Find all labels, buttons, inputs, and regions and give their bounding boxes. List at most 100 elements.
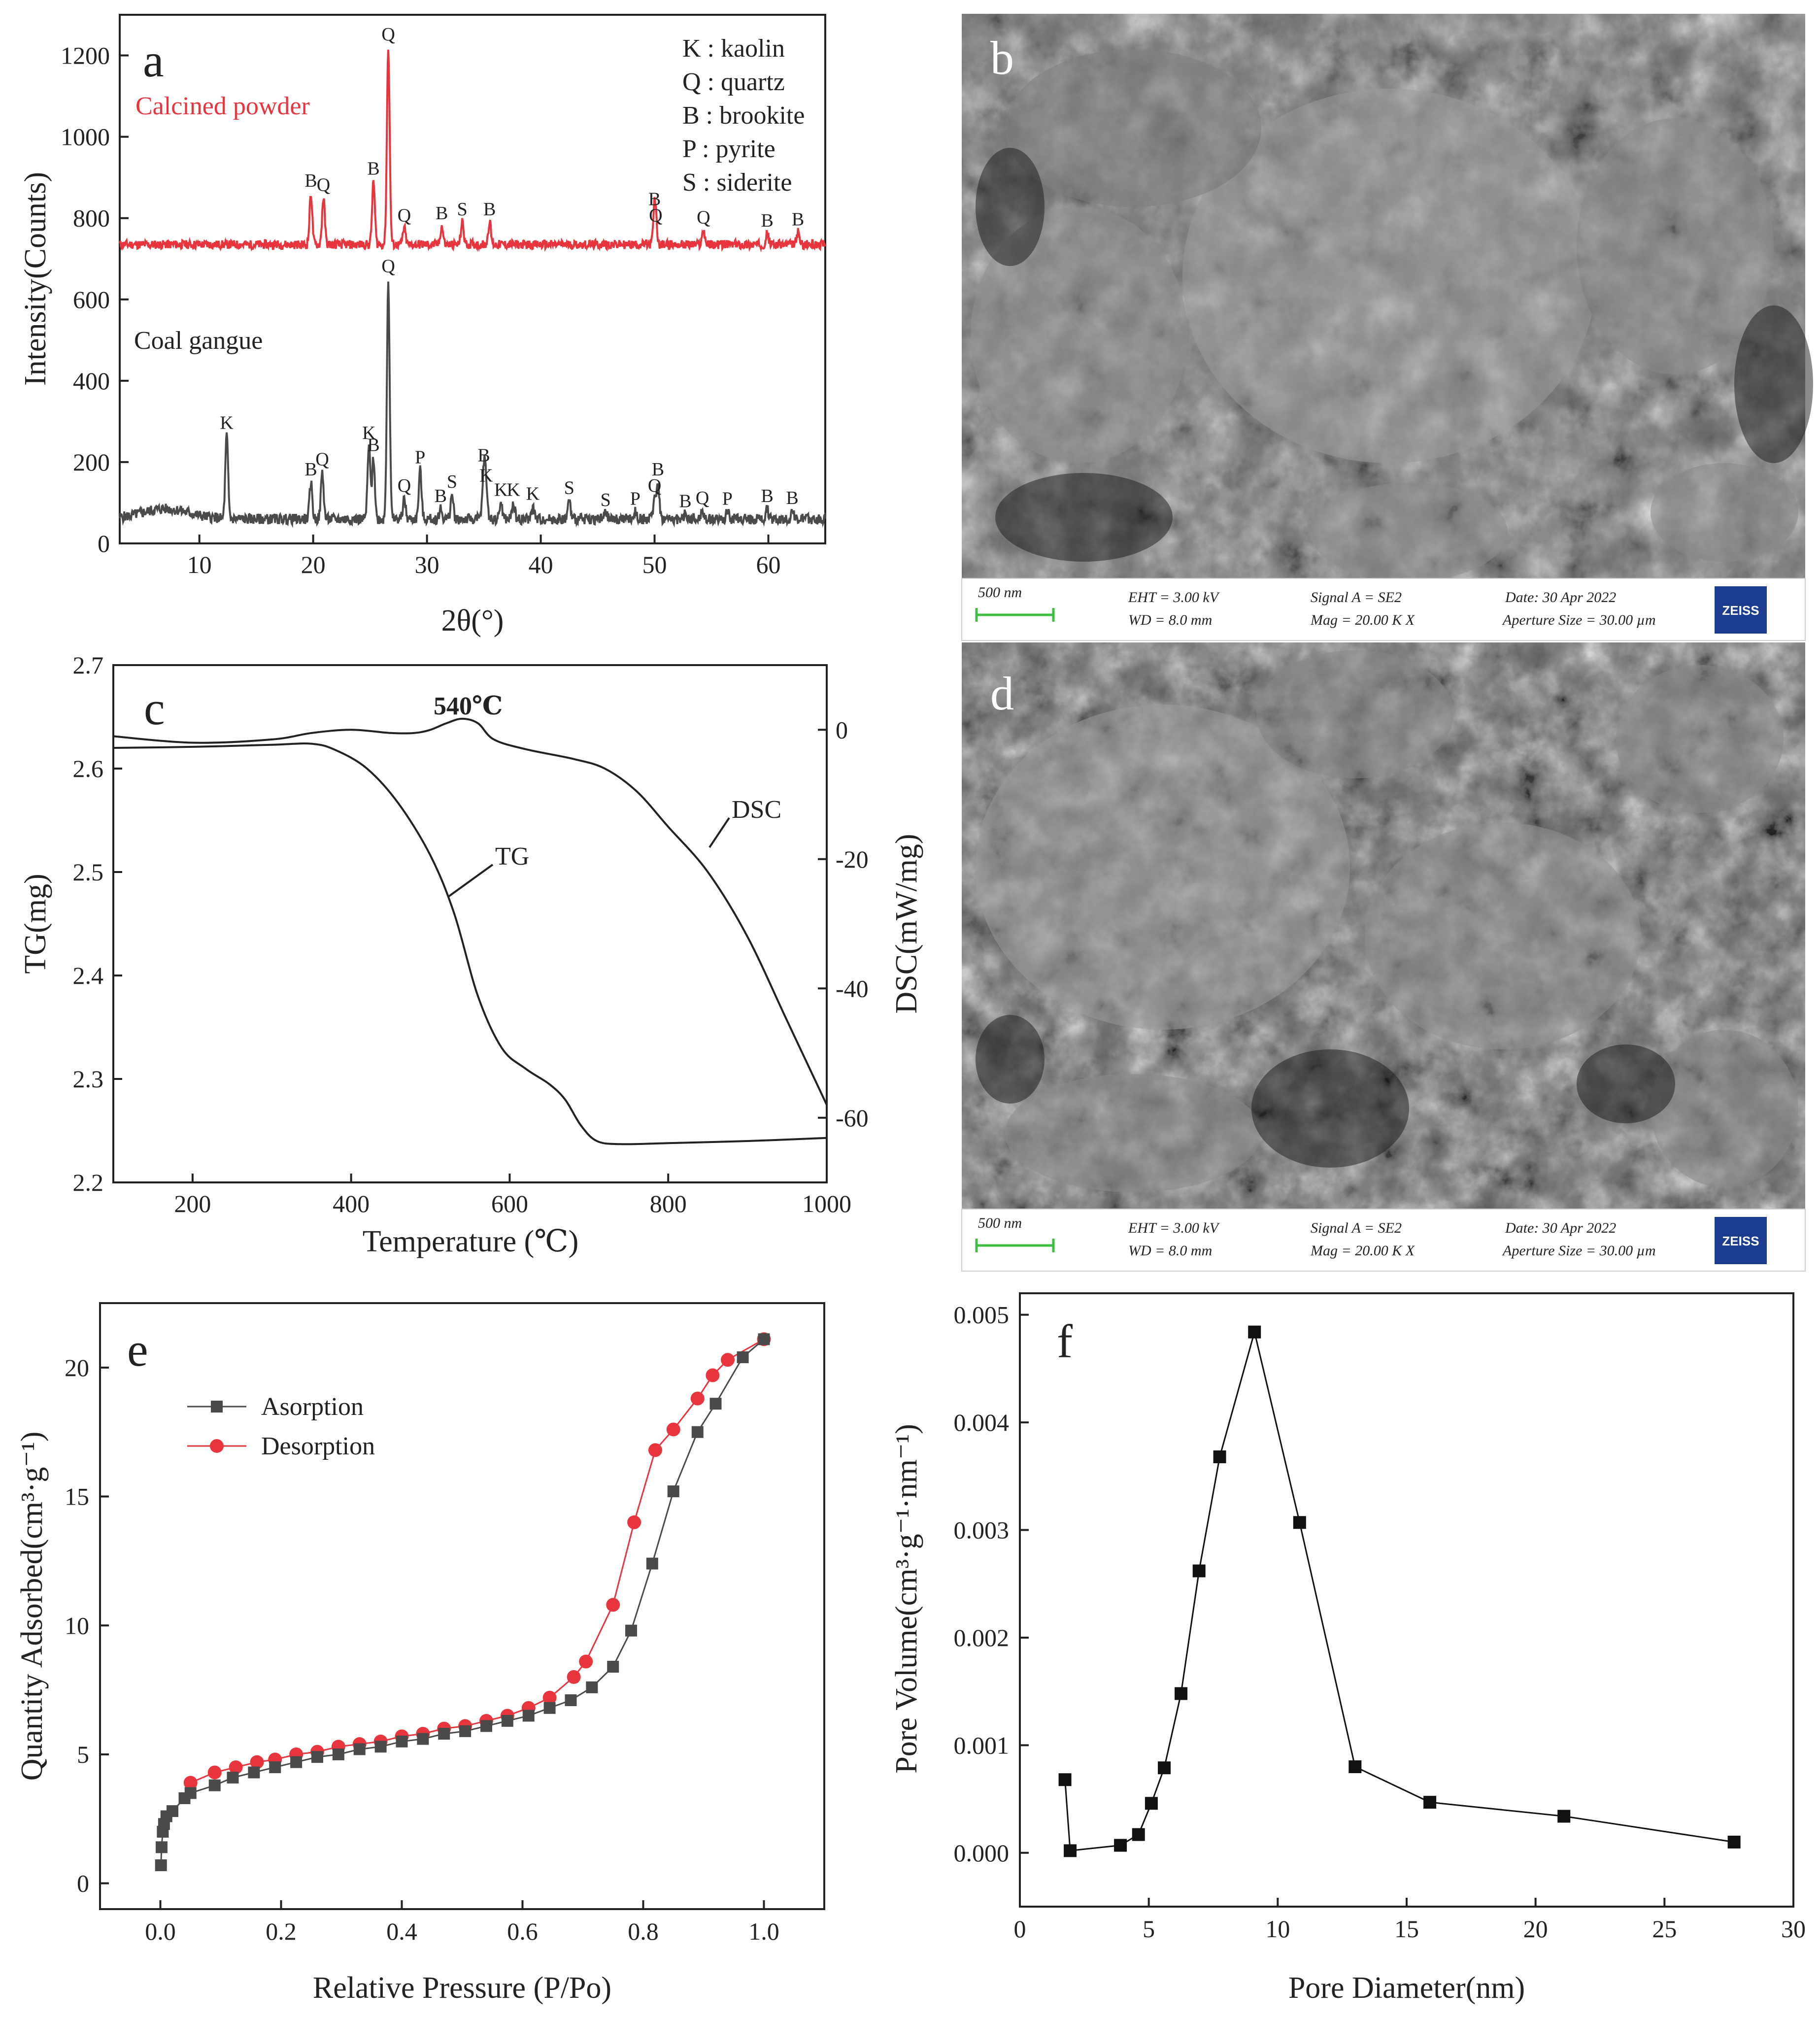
xrd-x-tick-label: 40: [529, 551, 553, 578]
isotherm-legend: Asorption Desorption: [187, 1393, 375, 1460]
pore-volume-point: [1114, 1839, 1127, 1852]
tg-x-tick-label: 800: [650, 1190, 687, 1217]
tg-y-tick-label: 2.6: [73, 755, 104, 782]
desorption-point: [666, 1422, 680, 1437]
isotherm-y-axis-label: Quantity Adsorbed(cm³·g⁻¹): [15, 1432, 49, 1781]
xrd-peak-label: B: [483, 199, 496, 220]
dsc-y-tick-label: -40: [836, 975, 869, 1002]
xrd-peak-label: Q: [697, 207, 710, 228]
sem-b-scale-text: 500 nm: [978, 584, 1022, 601]
sem-b-eht: EHT = 3.00 kV: [1128, 589, 1220, 605]
xrd-peak-label: Q: [648, 475, 661, 496]
xrd-y-tick-label: 400: [73, 367, 110, 395]
xrd-x-axis-label: 2θ(°): [441, 604, 504, 638]
panel-letter-d: d: [990, 667, 1014, 720]
dsc-y-tick-label: 0: [836, 716, 848, 743]
legend-adsorption-marker: [211, 1401, 223, 1412]
isotherm-x-tick-label: 0.8: [628, 1917, 659, 1945]
xrd-x-tick-label: 50: [642, 551, 667, 578]
desorption-point: [706, 1368, 720, 1382]
xrd-peak-label: Q: [649, 205, 662, 226]
adsorption-point: [459, 1725, 472, 1737]
xrd-y-tick-label: 0: [98, 530, 110, 557]
xrd-peak-label: B: [652, 459, 664, 480]
adsorption-point: [709, 1398, 722, 1410]
sem-d-particles: [976, 650, 1798, 1192]
tg-dsc-panel: 200 400 600 800 1000 2.2 2.3 2.4 2.5 2.6 2.7 0 -20…: [19, 651, 923, 1258]
sem-d-info-bar: [961, 1209, 1806, 1272]
adsorption-point: [290, 1756, 303, 1768]
isotherm-y-tick-label: 5: [77, 1741, 89, 1768]
sem-b-particles: [971, 49, 1798, 581]
isotherm-panel: 0.0 0.2 0.4 0.6 0.8 1.0 0 5 10 15 20 e Asorption …: [15, 1302, 825, 2005]
sem-d-eht: EHT = 3.00 kV: [1128, 1220, 1220, 1236]
pore-y-ticks: 0.000 0.001 0.002 0.003 0.004 0.005: [954, 1301, 1029, 1867]
pore-volume-point: [1293, 1516, 1306, 1529]
dsc-y-axis-label: DSC(mW/mg): [890, 834, 923, 1013]
xrd-peak-label: B: [792, 209, 804, 230]
pore-x-ticks: 0 5 10 15 20 25 30: [1014, 1898, 1806, 1943]
xrd-peak-label: K: [494, 479, 508, 500]
tg-x-tick-label: 1000: [802, 1190, 851, 1217]
isotherm-x-ticks: 0.0 0.2 0.4 0.6 0.8 1.0: [145, 1900, 779, 1945]
xrd-peak-label: K: [479, 466, 493, 486]
calcined-powder-label: Calcined powder: [135, 92, 310, 120]
xrd-peak-label: K: [362, 423, 376, 443]
legend-desorption-marker: [210, 1439, 224, 1453]
xrd-y-tick-label: 600: [73, 286, 110, 313]
tg-x-tick-label: 200: [174, 1190, 211, 1217]
sem-b-signal: Signal A = SE2: [1311, 589, 1402, 605]
adsorption-point: [248, 1766, 260, 1779]
xrd-peak-label: S: [601, 490, 611, 510]
desorption-point: [542, 1690, 557, 1705]
xrd-peak-label: Q: [381, 256, 395, 277]
desorption-point: [250, 1755, 264, 1769]
xrd-x-tick-label: 10: [187, 551, 212, 578]
desorption-point: [606, 1598, 620, 1612]
pore-volume-point: [1145, 1797, 1158, 1810]
isotherm-x-tick-label: 0.4: [386, 1917, 417, 1945]
sem-b-scale-bar: [975, 608, 1055, 622]
sem-d-aperture: Aperture Size = 30.00 µm: [1502, 1243, 1656, 1259]
xrd-y-tick-label: 800: [73, 204, 110, 232]
pore-y-tick-label: 0.005: [954, 1301, 1010, 1329]
pore-volume-point: [1727, 1835, 1741, 1849]
pore-x-tick-label: 30: [1781, 1915, 1806, 1943]
sem-b-mag: Mag = 20.00 K X: [1310, 612, 1416, 628]
dsc-curve: [113, 717, 828, 1106]
adsorption-line: [160, 1339, 765, 1866]
dsc-y-tick-label: -20: [836, 845, 869, 873]
desorption-point: [627, 1515, 641, 1529]
adsorption-point: [543, 1702, 556, 1714]
adsorption-point: [417, 1733, 429, 1745]
xrd-x-ticks: 10 20 30 40 50 60: [187, 535, 781, 578]
pore-volume-point: [1058, 1773, 1072, 1786]
adsorption-point: [208, 1779, 221, 1791]
sem-d-mag: Mag = 20.00 K X: [1310, 1243, 1416, 1259]
coal-gangue-pattern: [119, 281, 826, 528]
tg-curve-label: TG: [495, 842, 529, 871]
sem-d-date: Date: 30 Apr 2022: [1505, 1220, 1616, 1236]
isotherm-y-tick-label: 0: [77, 1870, 89, 1897]
isotherm-x-tick-label: 0.0: [145, 1917, 176, 1945]
sem-b-info-bar: [961, 578, 1806, 641]
pore-x-tick-label: 20: [1523, 1915, 1548, 1943]
pore-size-panel: 0 5 10 15 20 25 30 0.0000.0010.0020.0030.0040.…: [890, 1292, 1806, 2005]
xrd-y-ticks: 0 200 400 600 800 1000 1200: [61, 42, 129, 557]
tg-y-ticks: 2.2 2.3 2.4 2.5 2.6 2.7: [73, 651, 122, 1196]
isotherm-y-tick-label: 20: [65, 1354, 89, 1381]
desorption-point: [567, 1670, 581, 1684]
adsorption-point: [155, 1841, 168, 1853]
pore-size-plot-frame: [1019, 1292, 1794, 1908]
desorption-point: [229, 1760, 243, 1775]
pore-y-tick-label: 0.002: [954, 1624, 1010, 1651]
adsorption-point: [522, 1710, 535, 1722]
adsorption-point: [374, 1741, 387, 1753]
xrd-peak-label: S: [564, 477, 574, 498]
isotherm-y-ticks: 0 5 10 15 20: [65, 1354, 109, 1897]
tg-y-axis-label: TG(mg): [19, 874, 52, 974]
adsorption-point: [311, 1751, 323, 1763]
xrd-peak-label: S: [457, 199, 468, 220]
desorption-point: [579, 1654, 593, 1669]
